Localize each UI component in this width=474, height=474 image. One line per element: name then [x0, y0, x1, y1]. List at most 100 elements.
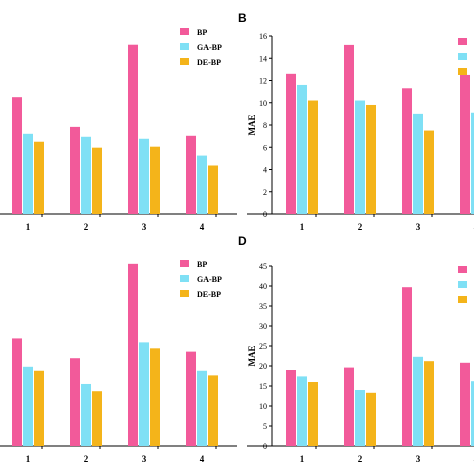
legend-swatch-1	[180, 28, 189, 35]
bar-series-3-cat-1	[34, 141, 44, 214]
bar-series-1-cat-3	[402, 88, 412, 214]
bar-series-2-cat-4	[197, 155, 207, 214]
bar-series-3-cat-4	[208, 375, 218, 446]
y-tick-label: 20	[259, 362, 267, 371]
bar-series-2-cat-4	[471, 381, 474, 446]
bar-series-1-cat-1	[12, 338, 22, 446]
legend-swatch-3	[458, 296, 467, 303]
x-tick-label: 1	[26, 222, 31, 232]
y-tick-label: 0	[263, 210, 267, 219]
y-tick-label: 2	[263, 188, 267, 197]
y-tick-label: 8	[263, 121, 267, 130]
legend-swatch-3	[180, 290, 189, 297]
legend-label: BP	[197, 28, 207, 37]
y-tick-label: 40	[259, 282, 267, 291]
bar-series-3-cat-4	[208, 165, 218, 214]
bar-series-2-cat-3	[139, 138, 149, 214]
x-tick-label: 1	[26, 454, 31, 464]
chart-panel-3: 1 2 3 4 BP GA-BP DE-BP	[0, 260, 237, 464]
legend-swatch-1	[458, 38, 467, 45]
legend	[458, 266, 467, 303]
bar-series-1-cat-1	[12, 97, 22, 214]
y-axis-title: MAE	[247, 346, 257, 367]
bar-series-3-cat-3	[424, 361, 434, 446]
bar-series-1-cat-2	[344, 367, 354, 446]
x-tick-label: 4	[200, 454, 205, 464]
y-tick-label: 10	[259, 402, 267, 411]
x-tick-label: 3	[416, 222, 421, 232]
bar-series-1-cat-3	[128, 44, 138, 215]
bar-series-3-cat-2	[366, 104, 376, 214]
x-tick-label: 2	[84, 222, 89, 232]
bar-series-3-cat-3	[150, 146, 160, 214]
bar-series-1-cat-4	[186, 351, 196, 446]
legend-label: BP	[197, 260, 207, 269]
bar-series-3-cat-2	[366, 392, 376, 446]
y-tick-label: 4	[263, 166, 267, 175]
bar-series-3-cat-3	[424, 130, 434, 214]
legend-swatch-3	[180, 58, 189, 65]
legend-label: DE-BP	[197, 58, 221, 67]
bar-series-1-cat-2	[70, 358, 80, 446]
legend-swatch-2	[458, 281, 467, 288]
bar-series-2-cat-4	[471, 112, 474, 214]
y-tick-label: 16	[259, 32, 267, 41]
bar-series-2-cat-2	[81, 136, 91, 214]
y-tick-label: 45	[259, 262, 267, 271]
y-tick-label: 0	[263, 442, 267, 451]
chart-panel-4: 051015202530354045MAE1234	[247, 262, 474, 464]
bar-series-2-cat-1	[23, 133, 33, 214]
legend	[458, 38, 467, 75]
bar-series-2-cat-2	[355, 100, 365, 214]
y-tick-label: 15	[259, 382, 267, 391]
bar-series-3-cat-1	[308, 382, 318, 446]
x-tick-label: 2	[84, 454, 89, 464]
x-tick-label: 2	[358, 454, 363, 464]
y-tick-label: 12	[259, 77, 267, 86]
x-tick-label: 3	[142, 454, 147, 464]
y-tick-label: 6	[263, 143, 267, 152]
legend-swatch-2	[180, 275, 189, 282]
bar-series-2-cat-4	[197, 370, 207, 446]
legend-swatch-3	[458, 68, 467, 75]
bar-series-3-cat-2	[92, 147, 102, 214]
bar-series-1-cat-3	[402, 287, 412, 446]
bar-series-2-cat-3	[413, 356, 423, 446]
bar-series-3-cat-3	[150, 348, 160, 446]
x-tick-label: 3	[416, 454, 421, 464]
bar-series-2-cat-2	[81, 383, 91, 446]
legend-label: DE-BP	[197, 290, 221, 299]
bar-series-1-cat-3	[128, 263, 138, 446]
y-tick-label: 25	[259, 342, 267, 351]
y-tick-label: 30	[259, 322, 267, 331]
bar-series-3-cat-2	[92, 391, 102, 446]
y-tick-label: 10	[259, 99, 267, 108]
bar-series-2-cat-3	[413, 113, 423, 214]
x-tick-label: 2	[358, 222, 363, 232]
x-tick-label: 4	[200, 222, 205, 232]
bar-series-2-cat-1	[23, 366, 33, 446]
legend-swatch-2	[180, 43, 189, 50]
panel-letter-d: D	[238, 234, 247, 248]
chart-panel-2: 0246810121416MAE1234	[247, 32, 474, 232]
x-tick-label: 1	[300, 222, 305, 232]
y-tick-label: 14	[259, 54, 267, 63]
legend: BP GA-BP DE-BP	[180, 260, 222, 299]
bar-series-2-cat-3	[139, 342, 149, 446]
legend-swatch-1	[180, 260, 189, 267]
bar-series-2-cat-2	[355, 390, 365, 446]
bar-series-1-cat-2	[70, 126, 80, 214]
bar-series-1-cat-4	[186, 135, 196, 214]
legend-swatch-1	[458, 266, 467, 273]
bar-series-2-cat-1	[297, 376, 307, 446]
x-tick-label: 1	[300, 454, 305, 464]
bar-series-2-cat-1	[297, 84, 307, 214]
legend-swatch-2	[458, 53, 467, 60]
bar-series-1-cat-1	[286, 73, 296, 214]
bar-series-1-cat-4	[460, 74, 470, 214]
legend-label: GA-BP	[197, 43, 222, 52]
bar-series-1-cat-1	[286, 370, 296, 446]
bar-series-3-cat-1	[34, 370, 44, 446]
y-tick-label: 35	[259, 302, 267, 311]
chart-panel-1: 1 2 3 4 BP GA-BP DE-BP	[0, 28, 237, 232]
